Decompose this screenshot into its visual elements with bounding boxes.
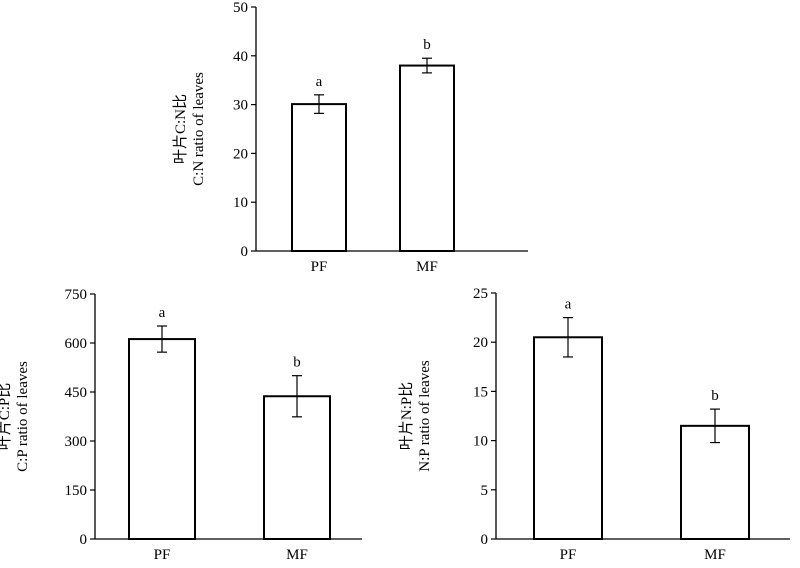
y-axis-label-en: N:P ratio of leaves	[417, 360, 433, 472]
significance-letter: b	[711, 388, 719, 404]
y-axis-label: 叶片N:P比 N:P ratio of leaves	[398, 360, 433, 472]
y-axis-label-cn: 叶片C:P比	[0, 383, 13, 451]
x-tick-label: MF	[286, 547, 308, 563]
y-tick-label: 0	[241, 244, 249, 260]
y-tick-label: 600	[65, 336, 88, 352]
chart-panel-1: 0 10 20 30 40 50 叶片C:N比 C:N ratio of leaves a PF b…	[172, 0, 528, 275]
y-tick-label: 5	[481, 483, 489, 499]
y-tick-label: 20	[233, 146, 248, 162]
x-tick-label: MF	[704, 547, 726, 563]
y-axis-label-en: C:P ratio of leaves	[15, 361, 31, 472]
chart-panel-2: 0 150 300 450 600 750 叶片C:P比 C:P ratio of leave…	[0, 287, 362, 563]
y-tick-label: 50	[233, 0, 248, 16]
bar-PF	[291, 103, 347, 252]
y-tick-label: 25	[473, 286, 488, 302]
y-tick-label: 10	[473, 434, 488, 450]
y-axis-label: 叶片C:P比 C:P ratio of leaves	[0, 361, 31, 472]
y-tick-label: 0	[481, 532, 489, 548]
x-tick-label: PF	[154, 547, 171, 563]
significance-letter: b	[423, 37, 431, 53]
y-axis-label: 叶片C:N比 C:N ratio of leaves	[172, 72, 207, 186]
bar-PF	[533, 336, 603, 540]
bar-PF	[128, 338, 196, 540]
y-tick-label: 10	[233, 195, 248, 211]
bar-MF	[680, 424, 750, 540]
significance-letter: a	[565, 297, 572, 313]
y-tick-label: 40	[233, 49, 248, 65]
y-tick-label: 450	[65, 385, 88, 401]
y-tick-label: 0	[80, 532, 88, 548]
x-tick-label: PF	[560, 547, 577, 563]
y-tick-label: 30	[233, 98, 248, 114]
y-tick-label: 750	[65, 287, 88, 303]
y-tick-label: 15	[473, 384, 488, 400]
bar-MF	[399, 64, 455, 252]
y-tick-label: 150	[65, 483, 88, 499]
significance-letter: a	[316, 74, 323, 90]
bar-MF	[263, 395, 331, 540]
x-tick-label: PF	[311, 259, 328, 275]
y-tick-label: 300	[65, 434, 88, 450]
significance-letter: a	[159, 305, 166, 321]
y-axis-label-cn: 叶片C:N比	[172, 94, 189, 164]
significance-letter: b	[293, 355, 301, 371]
x-tick-label: MF	[416, 259, 438, 275]
chart-panel-3: 0 5 10 15 20 25 叶片N:P比 N:P ratio of leaves a PF b M…	[398, 286, 790, 563]
y-tick-label: 20	[473, 335, 488, 351]
y-axis-label-en: C:N ratio of leaves	[191, 72, 207, 186]
y-axis-label-cn: 叶片N:P比	[398, 382, 415, 450]
